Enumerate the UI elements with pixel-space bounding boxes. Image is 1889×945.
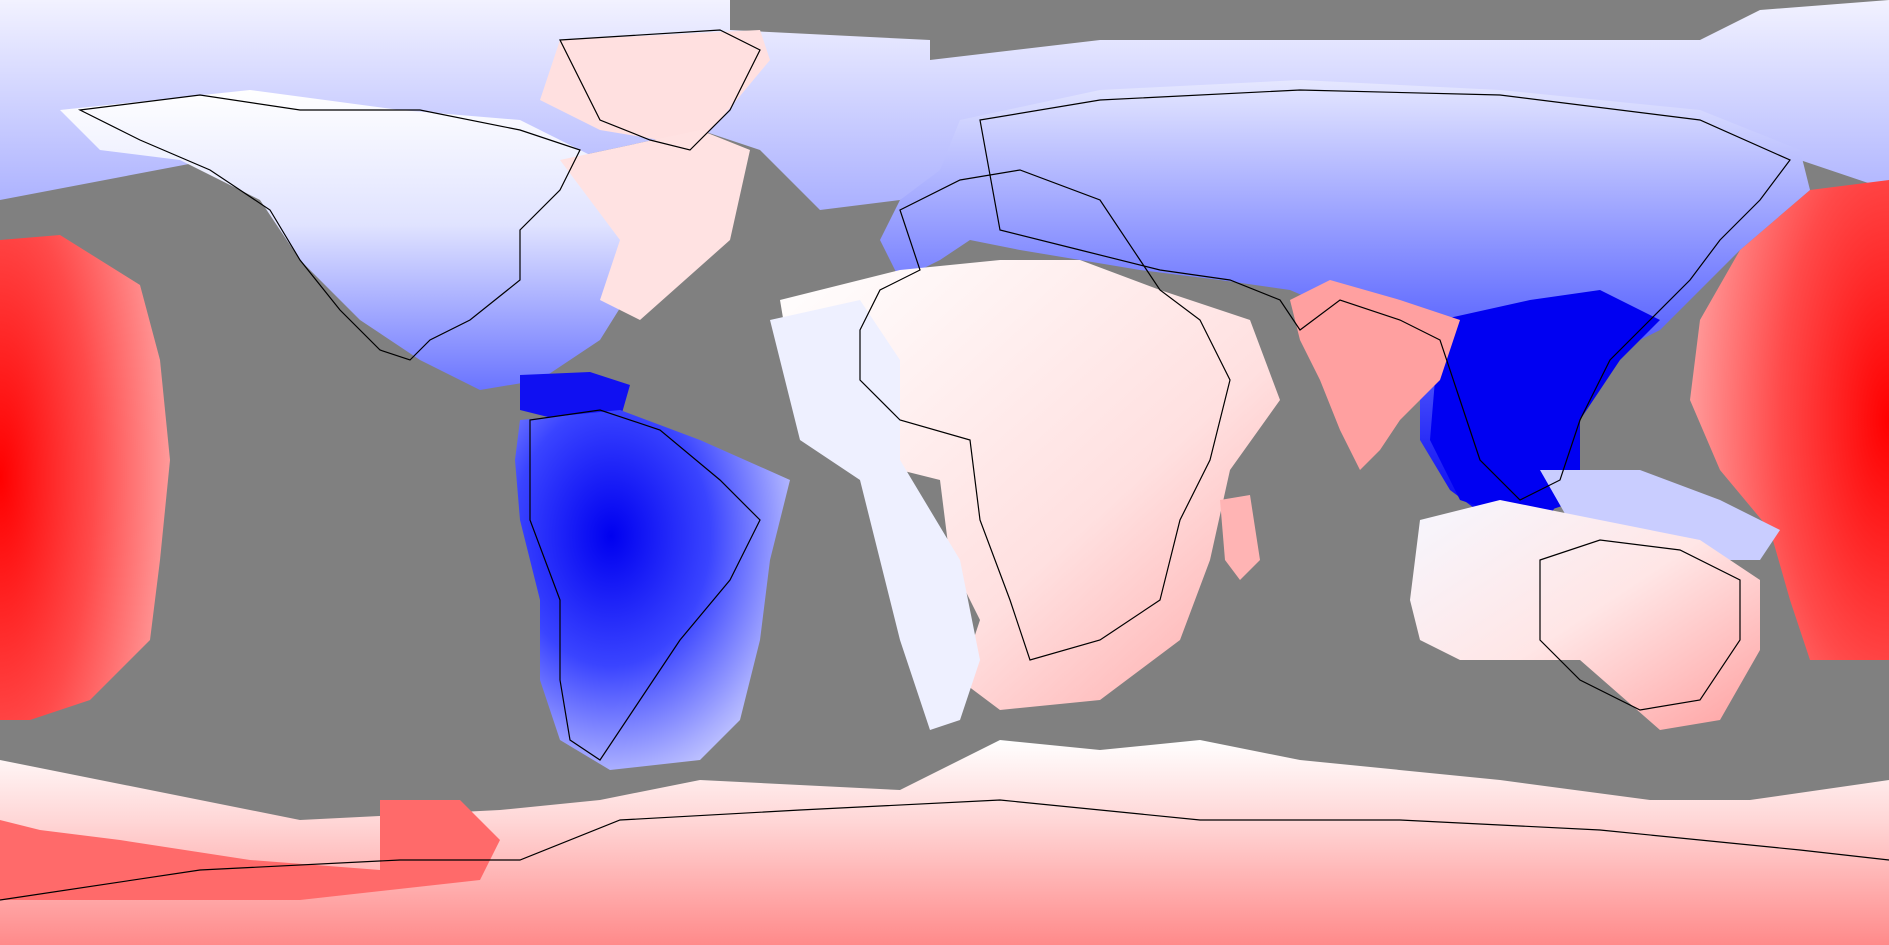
pacific-east-field [1690,180,1889,660]
madagascar-field [1220,495,1260,580]
greenland-field [540,30,770,150]
pacific-west-field [0,235,170,720]
south-america-field [515,410,790,770]
coastline-antarctica [0,799,1889,901]
north-america-field [60,90,720,390]
coastline-asia [979,89,1791,501]
antarctic-field [0,740,1889,945]
coastline-europe-africa [859,169,1231,661]
north-atlantic-field [560,130,750,320]
antarctic-west-red [0,800,500,900]
australia-field [1410,500,1760,730]
west-africa-field [770,300,980,730]
coastline-greenland [559,29,761,151]
southeast-asia-field [1430,290,1660,520]
coastlines [0,29,1889,901]
coastline-north-america [77,94,581,361]
coastline-australia [1539,539,1741,711]
coastline-south-america [529,409,761,761]
caribbean-field [520,372,630,420]
africa-field [780,260,1280,710]
india-field [1290,280,1460,470]
